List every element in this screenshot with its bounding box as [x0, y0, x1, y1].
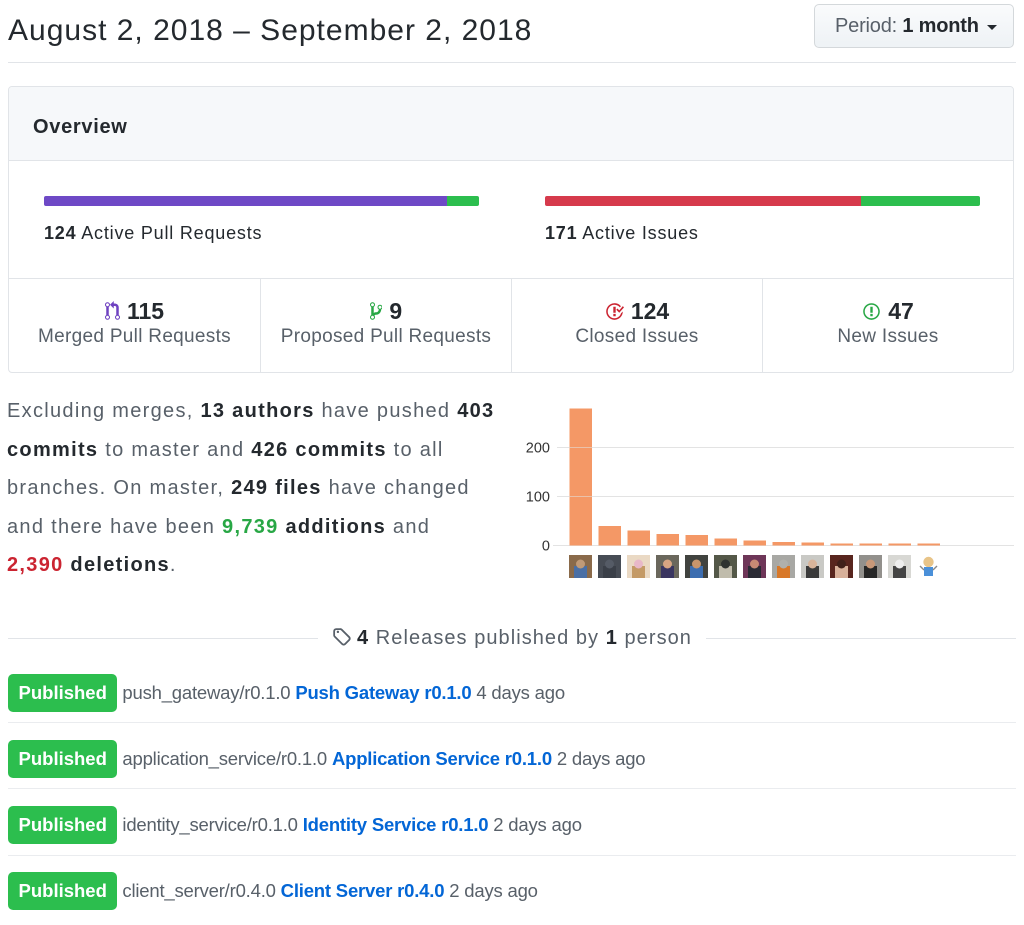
svg-text:200: 200 — [526, 441, 550, 457]
svg-text:0: 0 — [542, 539, 550, 555]
svg-text:100: 100 — [526, 490, 550, 506]
